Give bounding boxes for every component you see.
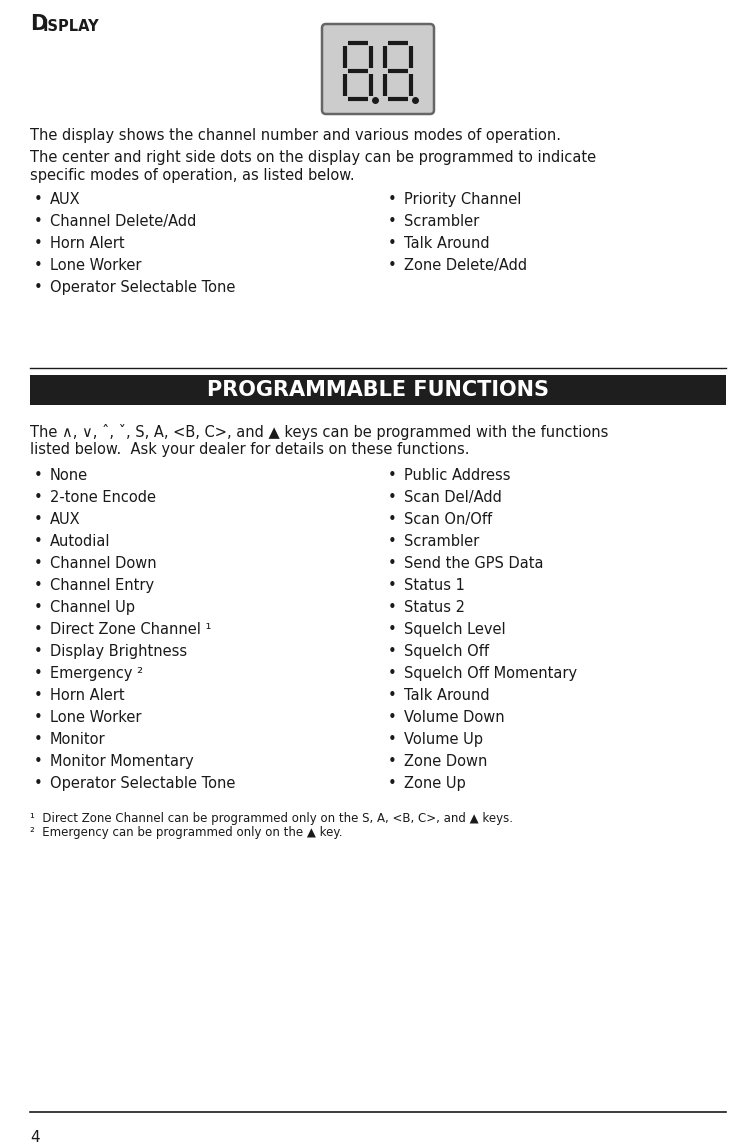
Text: •: • — [34, 512, 43, 526]
Text: Operator Selectable Tone: Operator Selectable Tone — [50, 280, 235, 295]
Text: specific modes of operation, as listed below.: specific modes of operation, as listed b… — [30, 168, 355, 183]
Text: Scan Del/Add: Scan Del/Add — [404, 490, 502, 505]
Text: •: • — [34, 777, 43, 791]
Text: •: • — [388, 777, 397, 791]
Text: •: • — [388, 754, 397, 769]
Text: Emergency ²: Emergency ² — [50, 666, 143, 681]
Text: •: • — [388, 512, 397, 526]
Text: •: • — [388, 622, 397, 637]
Text: Channel Up: Channel Up — [50, 600, 135, 616]
Text: Send the GPS Data: Send the GPS Data — [404, 556, 544, 571]
FancyBboxPatch shape — [322, 24, 434, 114]
Text: Public Address: Public Address — [404, 468, 510, 483]
Text: Squelch Off Momentary: Squelch Off Momentary — [404, 666, 577, 681]
Text: Priority Channel: Priority Channel — [404, 192, 522, 207]
Text: •: • — [388, 687, 397, 703]
Text: ISPLAY: ISPLAY — [43, 19, 100, 34]
Text: Scrambler: Scrambler — [404, 214, 479, 230]
Text: Scan On/Off: Scan On/Off — [404, 512, 492, 526]
Text: Talk Around: Talk Around — [404, 687, 490, 703]
Text: The center and right side dots on the display can be programmed to indicate: The center and right side dots on the di… — [30, 150, 596, 164]
Text: •: • — [388, 258, 397, 273]
Text: ²  Emergency can be programmed only on the ▲ key.: ² Emergency can be programmed only on th… — [30, 826, 342, 839]
Text: •: • — [388, 192, 397, 207]
Text: None: None — [50, 468, 88, 483]
Text: •: • — [34, 600, 43, 616]
Text: •: • — [34, 280, 43, 295]
Text: AUX: AUX — [50, 512, 81, 526]
Text: Monitor: Monitor — [50, 732, 106, 747]
Text: •: • — [388, 710, 397, 725]
Text: Horn Alert: Horn Alert — [50, 236, 125, 251]
Text: Talk Around: Talk Around — [404, 236, 490, 251]
Text: •: • — [388, 732, 397, 747]
Text: PROGRAMMABLE FUNCTIONS: PROGRAMMABLE FUNCTIONS — [207, 380, 549, 400]
Text: •: • — [34, 534, 43, 549]
Text: •: • — [34, 687, 43, 703]
Text: •: • — [34, 490, 43, 505]
Text: Channel Entry: Channel Entry — [50, 578, 154, 593]
Text: Horn Alert: Horn Alert — [50, 687, 125, 703]
Text: •: • — [388, 214, 397, 230]
Text: Direct Zone Channel ¹: Direct Zone Channel ¹ — [50, 622, 212, 637]
Text: •: • — [34, 754, 43, 769]
Text: Channel Down: Channel Down — [50, 556, 156, 571]
Text: •: • — [34, 236, 43, 251]
Text: •: • — [34, 192, 43, 207]
Text: D: D — [30, 14, 47, 34]
Bar — [30, 375, 726, 405]
Text: The ∧, ∨, ˆ, ˇ, S, A, <B, C>, and ▲ keys can be programmed with the functions: The ∧, ∨, ˆ, ˇ, S, A, <B, C>, and ▲ keys… — [30, 424, 609, 440]
Text: Squelch Off: Squelch Off — [404, 644, 489, 659]
Text: Status 1: Status 1 — [404, 578, 465, 593]
Text: Squelch Level: Squelch Level — [404, 622, 506, 637]
Text: •: • — [34, 666, 43, 681]
Text: •: • — [388, 666, 397, 681]
Text: 2-tone Encode: 2-tone Encode — [50, 490, 156, 505]
Text: The display shows the channel number and various modes of operation.: The display shows the channel number and… — [30, 128, 561, 143]
Text: Autodial: Autodial — [50, 534, 110, 549]
Text: 4: 4 — [30, 1129, 39, 1142]
Text: •: • — [34, 258, 43, 273]
Text: •: • — [34, 578, 43, 593]
Text: •: • — [388, 600, 397, 616]
Text: •: • — [34, 214, 43, 230]
Text: •: • — [34, 556, 43, 571]
Text: Status 2: Status 2 — [404, 600, 465, 616]
Text: •: • — [388, 490, 397, 505]
Text: Volume Up: Volume Up — [404, 732, 483, 747]
Text: •: • — [388, 236, 397, 251]
Text: •: • — [388, 578, 397, 593]
Text: •: • — [34, 710, 43, 725]
Text: •: • — [388, 534, 397, 549]
Text: Scrambler: Scrambler — [404, 534, 479, 549]
Text: Display Brightness: Display Brightness — [50, 644, 187, 659]
Text: •: • — [34, 732, 43, 747]
Text: Operator Selectable Tone: Operator Selectable Tone — [50, 777, 235, 791]
Text: Zone Up: Zone Up — [404, 777, 466, 791]
Text: AUX: AUX — [50, 192, 81, 207]
Text: Monitor Momentary: Monitor Momentary — [50, 754, 194, 769]
Text: •: • — [34, 622, 43, 637]
Text: •: • — [34, 468, 43, 483]
Text: Zone Delete/Add: Zone Delete/Add — [404, 258, 527, 273]
Text: ¹  Direct Zone Channel can be programmed only on the S, A, <B, C>, and ▲ keys.: ¹ Direct Zone Channel can be programmed … — [30, 812, 513, 825]
Text: Volume Down: Volume Down — [404, 710, 504, 725]
Text: •: • — [388, 644, 397, 659]
Text: Lone Worker: Lone Worker — [50, 710, 141, 725]
Text: •: • — [34, 644, 43, 659]
Text: •: • — [388, 556, 397, 571]
Text: Channel Delete/Add: Channel Delete/Add — [50, 214, 197, 230]
Text: Zone Down: Zone Down — [404, 754, 488, 769]
Text: •: • — [388, 468, 397, 483]
Text: listed below.  Ask your dealer for details on these functions.: listed below. Ask your dealer for detail… — [30, 442, 469, 457]
Text: Lone Worker: Lone Worker — [50, 258, 141, 273]
